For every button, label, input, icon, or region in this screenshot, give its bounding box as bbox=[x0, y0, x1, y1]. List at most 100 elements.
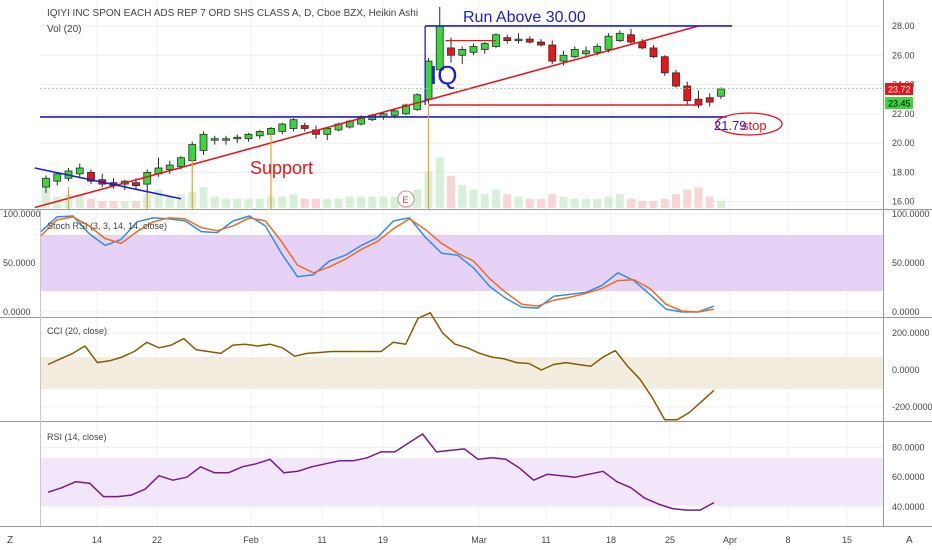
volume-bar bbox=[627, 198, 635, 208]
time-tick-label: 14 bbox=[92, 535, 102, 545]
indicator-tick-label: 50.0000 bbox=[892, 258, 925, 268]
time-tick-label: 18 bbox=[606, 535, 616, 545]
indicator-left-tick-label: 0.0000 bbox=[3, 307, 31, 317]
stoch-overbought-oversold-band bbox=[40, 235, 883, 291]
volume-bar bbox=[98, 201, 107, 208]
candle-body bbox=[132, 182, 140, 186]
candle-body bbox=[672, 72, 680, 87]
volume-bar bbox=[345, 196, 354, 208]
time-tick-label: 11 bbox=[541, 535, 550, 545]
candle-body bbox=[503, 37, 512, 42]
time-tick-label: 19 bbox=[378, 535, 388, 545]
volume-bar bbox=[537, 198, 545, 208]
candle-body bbox=[582, 50, 590, 55]
stop-word-annotation[interactable]: stop bbox=[742, 118, 767, 133]
candle-body bbox=[165, 164, 174, 170]
volume-bar bbox=[379, 196, 388, 208]
volume-bar bbox=[705, 196, 714, 208]
candle-body bbox=[694, 98, 703, 106]
volume-bar bbox=[177, 194, 185, 208]
candle-body bbox=[53, 173, 62, 182]
volume-bar bbox=[447, 175, 455, 208]
candle-body bbox=[559, 54, 568, 62]
volume-bar bbox=[694, 187, 703, 208]
candle-body bbox=[638, 41, 647, 49]
candle-body bbox=[177, 157, 185, 167]
price-tick-label: 16.00 bbox=[892, 197, 915, 207]
indicator-line bbox=[40, 216, 715, 313]
candle-body bbox=[660, 56, 669, 74]
candle-body bbox=[87, 171, 95, 182]
candle-body bbox=[458, 48, 467, 56]
volume-bar bbox=[233, 198, 242, 208]
corner-left-button[interactable]: Z bbox=[7, 535, 13, 546]
volume-bar bbox=[244, 198, 253, 208]
candle-body bbox=[255, 130, 264, 137]
volume-bar bbox=[525, 198, 534, 208]
corner-right-button[interactable]: A bbox=[906, 535, 913, 546]
candle-body bbox=[42, 177, 50, 188]
volume-bar bbox=[660, 198, 669, 208]
stop-ellipse[interactable] bbox=[715, 112, 783, 136]
candle-body bbox=[244, 133, 253, 140]
time-tick-label: Apr bbox=[723, 535, 737, 545]
volume-bar bbox=[120, 201, 129, 208]
chart-title: IQIYI INC SPON EACH ADS REP 7 ORD SHS CL… bbox=[47, 8, 418, 19]
indicator-lines bbox=[40, 215, 715, 511]
volume-bar bbox=[615, 194, 624, 208]
volume-bar bbox=[109, 201, 118, 208]
volume-bar bbox=[672, 194, 680, 208]
volume-bar bbox=[53, 196, 62, 208]
downtrend-line bbox=[34, 167, 182, 200]
volume-bar bbox=[570, 198, 579, 208]
candle-body bbox=[469, 46, 478, 53]
volume-bar bbox=[582, 198, 590, 208]
indicator-tick-label: 80.0000 bbox=[892, 442, 925, 452]
candle-body bbox=[717, 88, 725, 97]
volume-bar bbox=[638, 201, 647, 208]
indicator-line bbox=[47, 433, 715, 511]
time-tick-label: Feb bbox=[243, 535, 259, 545]
candle-body bbox=[300, 125, 309, 129]
time-tick-label: 22 bbox=[152, 535, 162, 545]
volume-bar bbox=[559, 196, 568, 208]
indicator-left-tick-label: 100.0000 bbox=[3, 209, 41, 219]
time-tick-label: 15 bbox=[842, 535, 852, 545]
candle-body bbox=[514, 38, 523, 42]
candle-body bbox=[593, 46, 602, 53]
cci-title: CCI (20, close) bbox=[47, 326, 107, 336]
volume-bar bbox=[503, 194, 512, 208]
drawing-lines[interactable] bbox=[34, 25, 883, 209]
last-price-tag-green bbox=[885, 97, 913, 109]
volume-bar bbox=[323, 198, 332, 208]
candle-body bbox=[604, 35, 613, 50]
cci-band bbox=[40, 357, 883, 389]
last-price-tag-red bbox=[885, 83, 913, 95]
candle-body bbox=[199, 133, 208, 151]
ticker-annotation[interactable]: IQ bbox=[430, 60, 457, 90]
candle-body bbox=[267, 128, 275, 135]
volume-bar bbox=[548, 194, 557, 208]
volume-bar bbox=[413, 189, 422, 208]
stop-value-annotation[interactable]: 21.79 bbox=[714, 118, 747, 133]
price-tick-label: 20.00 bbox=[892, 138, 915, 148]
candle-body bbox=[705, 97, 714, 103]
volume-bar bbox=[42, 187, 50, 208]
candle-body bbox=[188, 144, 197, 162]
earnings-marker[interactable] bbox=[397, 190, 415, 208]
indicator-tick-label: 0.0000 bbox=[892, 307, 920, 317]
candle-body bbox=[683, 85, 692, 102]
candle-body bbox=[289, 119, 298, 129]
volume-bar bbox=[368, 196, 377, 208]
price-tick-label: 22.00 bbox=[892, 109, 915, 119]
run-above-annotation[interactable]: Run Above 30.00 bbox=[463, 9, 586, 26]
volume-bar bbox=[492, 189, 500, 208]
rsi-band bbox=[40, 458, 883, 506]
candle-body bbox=[570, 48, 579, 58]
candle-body bbox=[649, 47, 658, 58]
rsi-title: RSI (14, close) bbox=[47, 432, 107, 442]
volume-bar bbox=[480, 194, 489, 208]
indicator-tick-label: 40.0000 bbox=[892, 502, 925, 512]
support-annotation[interactable]: Support bbox=[250, 158, 313, 178]
